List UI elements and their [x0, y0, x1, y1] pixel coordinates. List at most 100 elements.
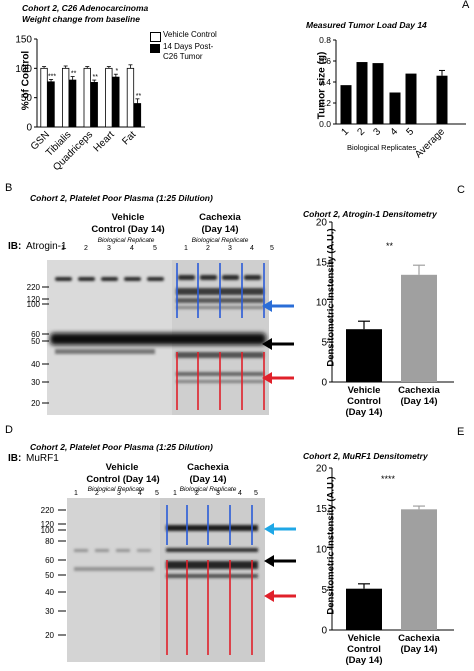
panel-e-ylabel: Densitometric Instensity (A.U.)	[325, 476, 337, 615]
molecular-weight-label: 20	[45, 631, 54, 640]
panel-b-title: Cohort 2, Platelet Poor Plasma (1:25 Dil…	[30, 193, 213, 203]
murf1-low-band-markers	[166, 560, 253, 655]
panel-e-letter: E	[457, 426, 465, 438]
category-label: 3	[371, 126, 383, 138]
category-label: Cachexia	[398, 385, 440, 396]
bar	[405, 73, 417, 124]
panel-b-group1-line1: Vehicle	[111, 212, 145, 223]
panel-d-group2-line2: (Day 14)	[189, 474, 227, 485]
bar	[40, 67, 48, 128]
category-label: Heart	[92, 129, 117, 154]
molecular-weight-label: 60	[45, 556, 54, 565]
y-tick-label: 0	[321, 378, 327, 389]
category-label: 2	[355, 126, 367, 138]
category-label: (Day 14)	[400, 644, 438, 655]
weight-change-chart: *** *******050100150GSNTibialisQuadriceps…	[15, 35, 145, 173]
category-label: Cachexia	[398, 633, 440, 644]
lane-number: 2	[206, 245, 210, 252]
category-label: Fat	[120, 129, 138, 147]
bar	[346, 329, 382, 382]
y-tick-label: 10	[316, 298, 328, 309]
bar	[105, 67, 113, 128]
tumor-chart-title: Measured Tumor Load Day 14	[306, 20, 427, 30]
tumor-chart-xlabel: Biological Replicates	[347, 143, 417, 152]
panel-c-title: Cohort 2, Atrogin-1 Densitometry	[303, 209, 437, 219]
significance-label: *	[115, 68, 118, 75]
panel-b-ib-target: Atrogin-1	[26, 241, 67, 252]
molecular-weight-label: 120	[40, 520, 54, 529]
lane-number: 1	[184, 245, 188, 252]
category-label: (Day 14)	[345, 655, 383, 666]
bar	[389, 92, 401, 124]
panel-d-ib-target: MuRF1	[26, 453, 59, 464]
bar	[340, 85, 352, 124]
panel-a-title: Cohort 2, C26 Adenocarcinoma	[22, 3, 149, 13]
bar	[112, 76, 120, 128]
y-tick-label: 20	[316, 464, 328, 475]
murf1-high-band-markers	[166, 505, 253, 545]
lane-number: 3	[228, 245, 232, 252]
lane-number: 1	[173, 490, 177, 497]
bar	[90, 82, 98, 128]
bar	[69, 79, 77, 128]
lane-number: 3	[117, 490, 121, 497]
y-tick-label: 0.4	[319, 77, 331, 87]
panel-a-subtitle: Weight change from baseline	[22, 14, 140, 24]
molecular-weight-label: 50	[45, 571, 54, 580]
bar	[401, 509, 437, 630]
bar	[62, 67, 70, 128]
panel-b-group1-line2: Control (Day 14)	[91, 224, 165, 235]
y-tick-label: 50	[21, 93, 33, 104]
significance-label: **	[93, 74, 99, 81]
panel-d-rep-label-2: Biological Replicate	[179, 486, 237, 493]
bar	[133, 103, 142, 128]
lane-number: 1	[74, 490, 78, 497]
panel-b-rep-label-2: Biological Replicate	[191, 237, 249, 244]
y-tick-label: 5	[321, 338, 327, 349]
bar	[47, 81, 55, 128]
legend-tumor-swatch	[150, 44, 160, 53]
panel-d-group1-line1: Vehicle	[105, 462, 139, 473]
molecular-weight-label: 40	[45, 588, 54, 597]
panel-c-ylabel: Densitometric Instensity (A.U.)	[325, 228, 337, 367]
molecular-weight-label: 20	[31, 399, 40, 408]
panel-e-title: Cohort 2, MuRF1 Densitometry	[303, 451, 428, 461]
lane-number: 5	[270, 245, 274, 252]
molecular-weight-label: 220	[26, 283, 40, 292]
bar	[436, 75, 448, 124]
bar	[126, 67, 135, 128]
lane-number: 2	[195, 490, 199, 497]
category-label: Vehicle	[347, 633, 381, 644]
y-tick-label: 150	[15, 35, 32, 46]
molecular-weight-label: 220	[40, 506, 54, 515]
molecular-weight-label: 120	[26, 295, 40, 304]
molecular-weight-label: 60	[31, 330, 40, 339]
lane-number: 2	[84, 245, 88, 252]
panel-a-letter: A	[462, 0, 470, 11]
panel-d-letter: D	[5, 424, 13, 436]
lane-number: 4	[250, 245, 254, 252]
molecular-weight-label: 30	[31, 378, 40, 387]
lane-number: 3	[107, 245, 111, 252]
y-tick-label: 100	[15, 64, 32, 75]
bar	[83, 67, 91, 128]
lane-number: 4	[138, 490, 142, 497]
category-label: Control	[347, 644, 381, 655]
lane-number: 4	[238, 490, 242, 497]
legend-tumor-label-2: C26 Tumor	[163, 52, 203, 61]
panel-d-group1-line2: Control (Day 14)	[86, 474, 160, 485]
lane-number: 5	[155, 490, 159, 497]
weight-chart-ylabel: % of Control	[20, 50, 32, 111]
murf1-arrows	[264, 523, 296, 602]
panel-d-ib-label: IB:	[8, 453, 22, 464]
murf1-blot-image	[58, 498, 265, 662]
bar	[372, 63, 384, 124]
panel-c-significance: **	[386, 241, 394, 251]
y-tick-label: 10	[316, 545, 328, 556]
significance-label: **	[71, 71, 77, 78]
panel-b-letter: B	[5, 182, 13, 194]
molecular-weight-label: 30	[45, 607, 54, 616]
category-label: Average	[413, 126, 447, 160]
y-tick-label: 0.6	[319, 56, 331, 66]
atrogin-blot-image	[42, 260, 269, 415]
